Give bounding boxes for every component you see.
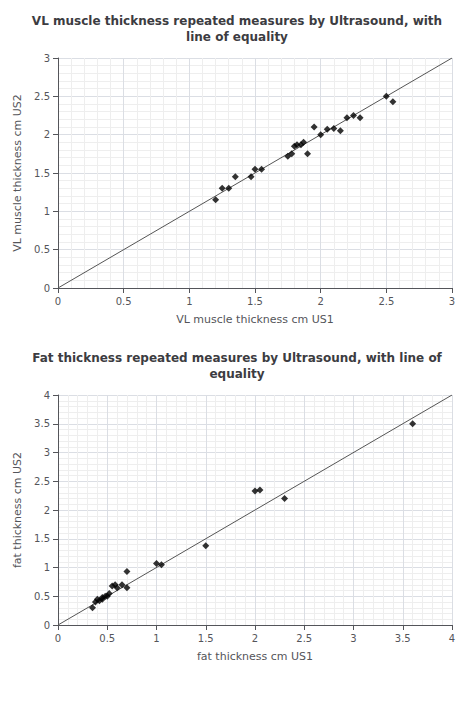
svg-text:2.5: 2.5 (378, 296, 394, 307)
svg-text:0.5: 0.5 (34, 591, 50, 602)
svg-text:1: 1 (44, 562, 50, 573)
svg-text:2: 2 (44, 129, 50, 140)
svg-text:2.5: 2.5 (34, 476, 50, 487)
svg-text:2.5: 2.5 (296, 633, 312, 644)
svg-text:1.5: 1.5 (247, 296, 263, 307)
svg-text:1: 1 (44, 206, 50, 217)
svg-text:2.5: 2.5 (34, 91, 50, 102)
svg-text:VL muscle thickness repeated m: VL muscle thickness repeated measures by… (32, 14, 442, 28)
svg-text:0.5: 0.5 (34, 244, 50, 255)
svg-text:2: 2 (317, 296, 323, 307)
svg-text:2: 2 (252, 633, 258, 644)
svg-text:line of equality: line of equality (186, 30, 288, 44)
svg-text:0.5: 0.5 (99, 633, 115, 644)
svg-text:1: 1 (186, 296, 192, 307)
svg-text:1.5: 1.5 (198, 633, 214, 644)
svg-text:3: 3 (44, 447, 50, 458)
svg-text:3: 3 (350, 633, 356, 644)
svg-text:1.5: 1.5 (34, 168, 50, 179)
svg-text:3: 3 (44, 53, 50, 64)
svg-text:0.5: 0.5 (116, 296, 132, 307)
svg-text:4: 4 (449, 633, 455, 644)
svg-text:VL muscle thickness cm US2: VL muscle thickness cm US2 (11, 94, 24, 252)
svg-text:0: 0 (55, 296, 61, 307)
svg-text:4: 4 (44, 390, 50, 401)
svg-text:fat thickness cm US1: fat thickness cm US1 (197, 650, 313, 663)
svg-text:Fat thickness repeated measure: Fat thickness repeated measures by Ultra… (32, 351, 442, 365)
svg-text:VL muscle thickness cm US1: VL muscle thickness cm US1 (176, 313, 334, 326)
svg-text:0: 0 (55, 633, 61, 644)
svg-text:3: 3 (449, 296, 455, 307)
svg-text:0: 0 (44, 620, 50, 631)
svg-text:0: 0 (44, 283, 50, 294)
svg-text:1.5: 1.5 (34, 533, 50, 544)
svg-text:equality: equality (209, 367, 264, 381)
svg-text:3.5: 3.5 (395, 633, 411, 644)
svg-text:2: 2 (44, 505, 50, 516)
svg-text:3.5: 3.5 (34, 418, 50, 429)
svg-text:fat thickness cm US2: fat thickness cm US2 (11, 452, 24, 568)
svg-text:1: 1 (153, 633, 159, 644)
